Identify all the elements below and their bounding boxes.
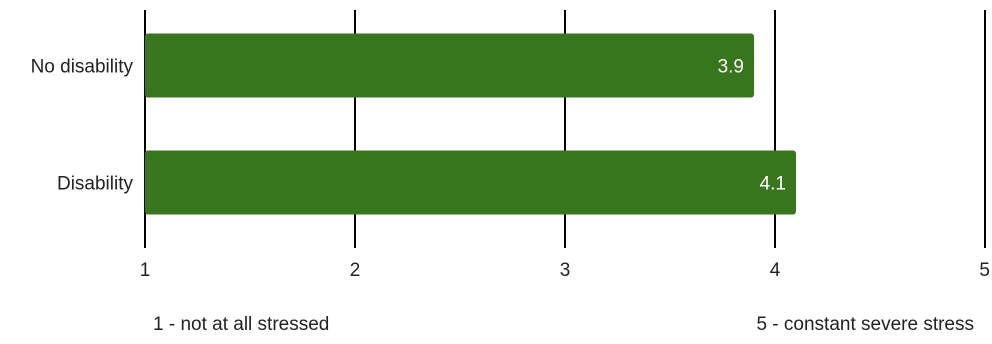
x-tick-label: 4 [770,260,781,281]
x-tick-label: 2 [350,260,361,281]
bar-disability [145,150,796,215]
x-tick-label: 5 [979,260,990,281]
scale-high-note: 5 - constant severe stress [756,314,974,335]
x-tick-label: 3 [560,260,571,281]
bar-no-disability [145,33,754,98]
x-tick-label: 1 [140,260,151,281]
x-tick-labels: 1 2 3 4 5 [140,260,990,281]
category-labels: No disability Disability [31,57,134,195]
category-label: Disability [57,174,134,195]
category-label: No disability [31,57,134,78]
bar-value-label: 4.1 [760,174,786,195]
bars: 3.9 4.1 [145,33,796,215]
scale-low-note: 1 - not at all stressed [153,314,330,335]
bar-value-label: 3.9 [718,57,744,78]
